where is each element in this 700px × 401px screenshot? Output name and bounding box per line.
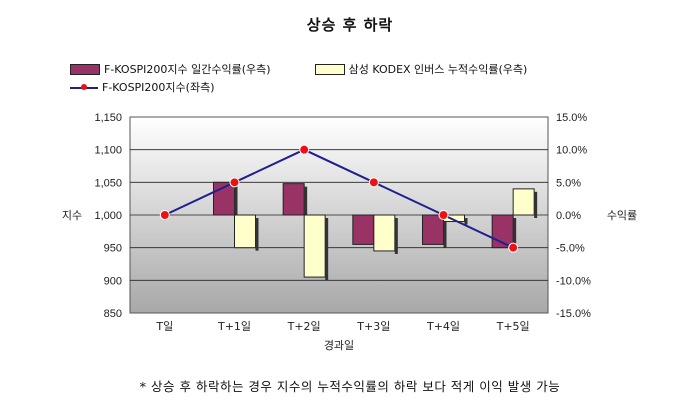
index-point bbox=[368, 177, 379, 188]
bar-daily-return bbox=[282, 183, 305, 216]
legend-label-index: F-KOSPI200지수(좌측) bbox=[102, 81, 215, 94]
y-left-axis-title: 지수 bbox=[62, 209, 82, 222]
x-tick-label: T+3일 bbox=[356, 319, 390, 333]
chart-legend: F-KOSPI200지수 일간수익률(우측) 삼성 KODEX 인버스 누적수익… bbox=[70, 60, 571, 96]
bar-shadow bbox=[255, 218, 259, 251]
y-left-tick-label: 1,050 bbox=[94, 177, 122, 189]
y-left-tick-label: 950 bbox=[104, 243, 122, 255]
legend-item-daily-return: F-KOSPI200지수 일간수익률(우측) bbox=[70, 61, 271, 77]
legend-label-inverse-return: 삼성 KODEX 인버스 누적수익률(우측) bbox=[348, 63, 528, 76]
index-point bbox=[438, 210, 449, 220]
index-point bbox=[508, 242, 519, 253]
x-tick-label: T+5일 bbox=[496, 319, 530, 333]
y-right-axis-title: 수익률 bbox=[607, 209, 637, 222]
bar-inverse-return bbox=[234, 214, 256, 249]
y-left-tick-label: 1,000 bbox=[94, 210, 122, 222]
legend-swatch-daily-return bbox=[70, 63, 100, 75]
bar-inverse-return bbox=[373, 214, 396, 252]
bar-shadow bbox=[513, 218, 517, 251]
x-tick-label: T+4일 bbox=[426, 319, 460, 333]
y-left-tick-label: 900 bbox=[104, 275, 122, 287]
y-right-tick-label: -5.0% bbox=[556, 243, 585, 255]
y-right-tick-label: -10.0% bbox=[556, 275, 591, 287]
x-tick-label: T+1일 bbox=[217, 319, 251, 333]
legend-item-index: F-KOSPI200지수(좌측) bbox=[70, 79, 215, 95]
index-line bbox=[164, 148, 514, 249]
legend-swatch-index bbox=[70, 83, 98, 92]
bar-daily-return bbox=[422, 214, 444, 245]
y-left-tick-label: 1,150 bbox=[94, 112, 122, 124]
legend-item-inverse-return: 삼성 KODEX 인버스 누적수익률(우측) bbox=[314, 61, 528, 77]
bar-shadow bbox=[464, 218, 468, 225]
x-tick-label: T+2일 bbox=[287, 319, 321, 333]
y-right-tick-label: 15.0% bbox=[556, 112, 587, 124]
bar-shadow bbox=[394, 218, 398, 254]
index-point bbox=[229, 177, 240, 188]
bar-shadow bbox=[234, 185, 238, 218]
y-left-tick-label: 850 bbox=[104, 308, 122, 320]
bar-shadow bbox=[443, 218, 447, 248]
x-tick-label: T일 bbox=[155, 319, 173, 333]
y-right-tick-label: 10.0% bbox=[556, 145, 587, 157]
y-left-tick-label: 1,100 bbox=[94, 145, 122, 157]
bar-shadow bbox=[534, 191, 538, 218]
index-point bbox=[159, 210, 170, 220]
chart-title: 상승 후 하락 bbox=[306, 16, 394, 34]
bar-inverse-return bbox=[512, 188, 535, 216]
y-right-tick-label: 5.0% bbox=[556, 177, 581, 189]
y-right-tick-label: -15.0% bbox=[556, 308, 591, 320]
footnote: * 상승 후 하락하는 경우 지수의 누적수익률의 하락 보다 적게 이익 발생… bbox=[139, 379, 561, 394]
y-right-tick-label: 0.0% bbox=[556, 210, 581, 222]
legend-label-daily-return: F-KOSPI200지수 일간수익률(우측) bbox=[104, 63, 271, 76]
bar-shadow bbox=[304, 186, 308, 218]
bar-daily-return bbox=[352, 214, 375, 245]
bar-shadow bbox=[325, 218, 329, 281]
x-axis-title: 경과일 bbox=[324, 338, 354, 352]
legend-swatch-inverse-return bbox=[314, 63, 345, 75]
bar-inverse-return bbox=[303, 214, 326, 278]
index-point bbox=[299, 144, 310, 155]
